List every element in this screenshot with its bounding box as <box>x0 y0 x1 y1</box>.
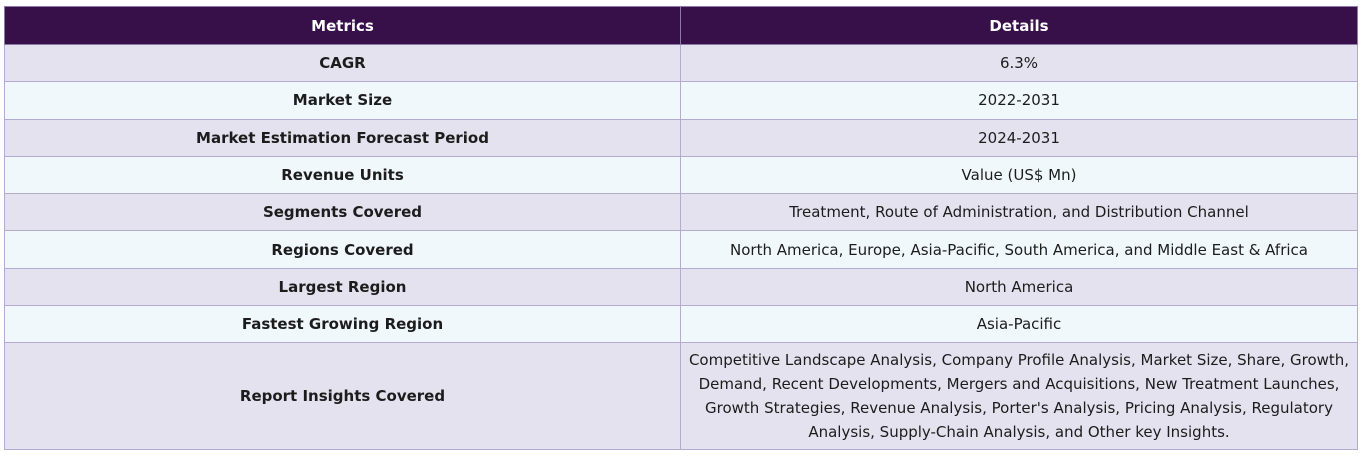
metric-cell: Regions Covered <box>4 230 681 269</box>
metric-cell: Market Estimation Forecast Period <box>4 118 681 157</box>
metric-cell: Segments Covered <box>4 193 681 232</box>
table-row: CAGR 6.3% <box>4 43 1358 83</box>
table-row: Largest Region North America <box>4 267 1358 307</box>
metric-cell: CAGR <box>4 43 681 83</box>
metric-cell: Revenue Units <box>4 155 681 195</box>
table-row: Report Insights Covered Competitive Land… <box>4 342 1358 451</box>
detail-cell: North America, Europe, Asia-Pacific, Sou… <box>680 230 1358 269</box>
table-header-row: Metrics Details <box>4 6 1358 45</box>
metric-cell: Fastest Growing Region <box>4 305 681 344</box>
metric-cell: Market Size <box>4 81 681 120</box>
header-details: Details <box>680 6 1358 45</box>
table-row: Segments Covered Treatment, Route of Adm… <box>4 193 1358 232</box>
detail-cell: Treatment, Route of Administration, and … <box>680 193 1358 232</box>
detail-cell: Value (US$ Mn) <box>680 155 1358 195</box>
metric-cell: Largest Region <box>4 267 681 307</box>
detail-cell: Asia-Pacific <box>680 305 1358 344</box>
table-row: Revenue Units Value (US$ Mn) <box>4 155 1358 195</box>
detail-cell: 2022-2031 <box>680 81 1358 120</box>
table-row: Regions Covered North America, Europe, A… <box>4 230 1358 269</box>
detail-cell: 2024-2031 <box>680 118 1358 157</box>
table-row: Market Size 2022-2031 <box>4 81 1358 120</box>
detail-cell: Competitive Landscape Analysis, Company … <box>680 342 1358 451</box>
table-row: Fastest Growing Region Asia-Pacific <box>4 305 1358 344</box>
metric-cell: Report Insights Covered <box>4 342 681 451</box>
detail-cell: North America <box>680 267 1358 307</box>
detail-cell: 6.3% <box>680 43 1358 83</box>
header-metrics: Metrics <box>4 6 681 45</box>
table-row: Market Estimation Forecast Period 2024-2… <box>4 118 1358 157</box>
metrics-table: Metrics Details CAGR 6.3% Market Size 20… <box>4 6 1358 451</box>
metrics-table-container: Metrics Details CAGR 6.3% Market Size 20… <box>4 6 1358 451</box>
